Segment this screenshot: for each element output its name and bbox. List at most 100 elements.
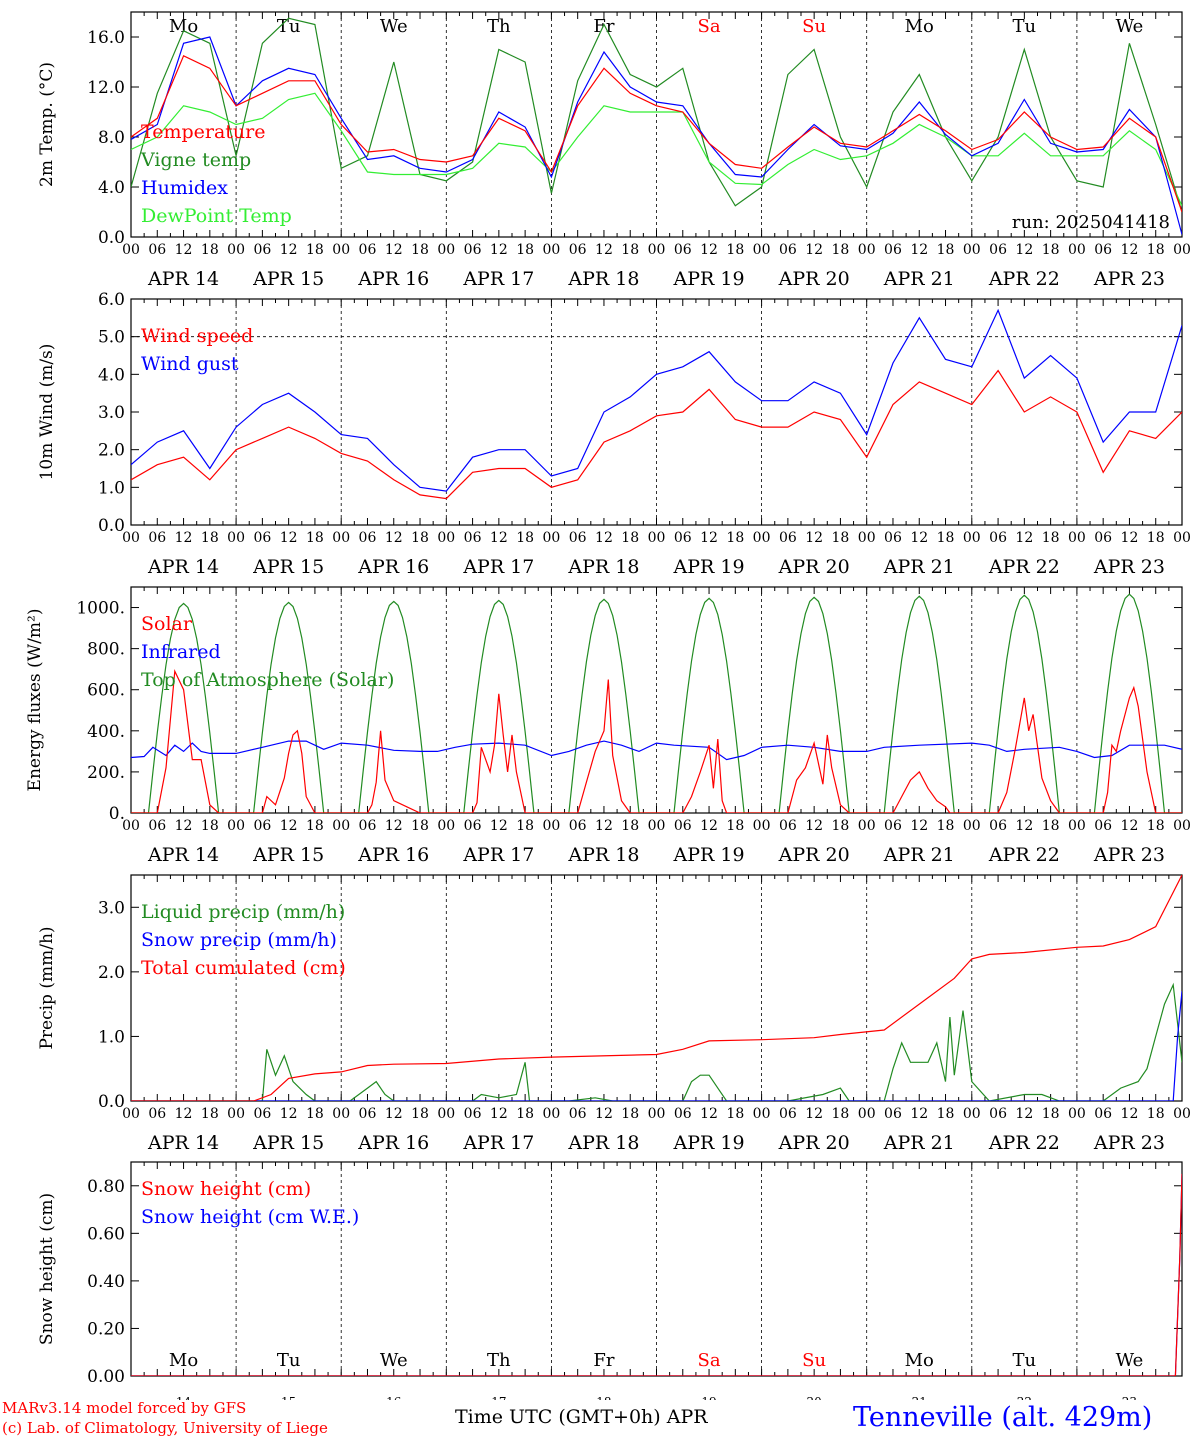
x-hour-label: 18 bbox=[726, 1106, 744, 1122]
x-day-number: 22 bbox=[1017, 1395, 1032, 1400]
x-date-label: APR 23 bbox=[1093, 1132, 1165, 1154]
y-tick-label: 1.0 bbox=[98, 478, 125, 498]
lab-credit: (c) Lab. of Climatology, University of L… bbox=[2, 1419, 328, 1437]
x-hour-label: 12 bbox=[490, 818, 508, 834]
x-hour-label: 18 bbox=[411, 818, 429, 834]
x-date-label: APR 17 bbox=[462, 268, 534, 290]
x-hour-label: 18 bbox=[201, 818, 219, 834]
x-hour-label: 06 bbox=[1094, 530, 1112, 546]
x-hour-label: 12 bbox=[1121, 242, 1139, 258]
x-hour-label: 12 bbox=[280, 818, 298, 834]
x-hour-label: 00 bbox=[1068, 1106, 1086, 1122]
x-hour-label: 18 bbox=[832, 818, 850, 834]
x-hour-label: 12 bbox=[280, 530, 298, 546]
x-hour-label: 18 bbox=[306, 818, 324, 834]
x-hour-label: 06 bbox=[1094, 818, 1112, 834]
x-hour-label: 00 bbox=[753, 242, 771, 258]
x-date-label: APR 21 bbox=[883, 556, 955, 578]
x-hour-label: 00 bbox=[122, 818, 140, 834]
y-tick-label: 3.0 bbox=[98, 898, 125, 918]
x-hour-label: 06 bbox=[569, 530, 587, 546]
x-hour-label: 06 bbox=[148, 242, 166, 258]
weekday-label: Su bbox=[802, 16, 826, 37]
x-hour-label: 12 bbox=[910, 1106, 928, 1122]
x-date-label: APR 15 bbox=[252, 556, 324, 578]
x-hour-label: 06 bbox=[569, 818, 587, 834]
x-date-label: APR 16 bbox=[357, 268, 429, 290]
x-hour-label: 12 bbox=[595, 818, 613, 834]
x-day-number: 16 bbox=[386, 1395, 401, 1400]
x-hour-label: 00 bbox=[122, 530, 140, 546]
x-hour-label: 00 bbox=[227, 1106, 245, 1122]
x-hour-label: 06 bbox=[674, 242, 692, 258]
x-hour-label: 18 bbox=[516, 242, 534, 258]
series-line-humidex bbox=[131, 36, 1182, 235]
x-hour-label: 00 bbox=[437, 530, 455, 546]
x-hour-label: 18 bbox=[1042, 818, 1060, 834]
x-hour-label: 06 bbox=[148, 818, 166, 834]
x-hour-label: 18 bbox=[937, 1106, 955, 1122]
x-hour-label: 06 bbox=[464, 530, 482, 546]
x-hour-label: 00 bbox=[122, 242, 140, 258]
x-date-label: APR 14 bbox=[147, 268, 219, 290]
x-hour-label: 00 bbox=[437, 1106, 455, 1122]
legend-entry: Vigne temp bbox=[140, 149, 251, 171]
x-hour-label: 12 bbox=[385, 1106, 403, 1122]
x-hour-label: 06 bbox=[569, 1106, 587, 1122]
x-hour-label: 06 bbox=[464, 818, 482, 834]
legend-entry: Snow precip (mm/h) bbox=[141, 929, 337, 951]
x-hour-label: 18 bbox=[201, 242, 219, 258]
x-hour-label: 18 bbox=[1147, 1106, 1165, 1122]
x-hour-label: 06 bbox=[359, 242, 377, 258]
x-hour-label: 00 bbox=[648, 530, 666, 546]
x-hour-label: 18 bbox=[621, 530, 639, 546]
x-hour-label: 18 bbox=[1042, 242, 1060, 258]
x-hour-label: 12 bbox=[175, 242, 193, 258]
x-hour-label: 18 bbox=[411, 1106, 429, 1122]
x-date-label: APR 20 bbox=[778, 556, 850, 578]
x-hour-label: 12 bbox=[1015, 530, 1033, 546]
x-date-label: APR 15 bbox=[252, 268, 324, 290]
x-hour-label: 00 bbox=[227, 530, 245, 546]
x-date-label: APR 14 bbox=[147, 844, 219, 866]
x-hour-label: 06 bbox=[779, 818, 797, 834]
x-hour-label: 12 bbox=[1121, 530, 1139, 546]
x-date-label: APR 22 bbox=[988, 556, 1060, 578]
y-tick-label: 0.20 bbox=[87, 1319, 125, 1339]
x-date-label: APR 18 bbox=[567, 1132, 639, 1154]
series-line-solar bbox=[131, 668, 1182, 813]
x-hour-label: 18 bbox=[726, 242, 744, 258]
x-day-number: 23 bbox=[1122, 1395, 1137, 1400]
x-hour-label: 18 bbox=[1042, 530, 1060, 546]
x-hour-label: 06 bbox=[884, 242, 902, 258]
x-hour-label: 00 bbox=[858, 242, 876, 258]
weekday-label: We bbox=[380, 16, 408, 37]
x-date-label: APR 23 bbox=[1093, 556, 1165, 578]
x-date-label: APR 21 bbox=[883, 268, 955, 290]
x-hour-label: 00 bbox=[332, 530, 350, 546]
series-line-wind-speed bbox=[131, 369, 1182, 500]
y-tick-label: 0.0 bbox=[98, 1092, 125, 1112]
x-hour-label: 12 bbox=[805, 1106, 823, 1122]
x-hour-label: 18 bbox=[1147, 818, 1165, 834]
x-hour-label: 00 bbox=[542, 1106, 560, 1122]
legend-entry: Humidex bbox=[141, 177, 228, 199]
x-hour-label: 18 bbox=[832, 242, 850, 258]
x-date-label: APR 23 bbox=[1093, 268, 1165, 290]
legend-entry: Wind gust bbox=[141, 353, 239, 375]
x-hour-label: 18 bbox=[306, 530, 324, 546]
x-hour-label: 06 bbox=[464, 242, 482, 258]
series-line-wind-gust bbox=[131, 308, 1182, 492]
x-hour-label: 18 bbox=[937, 530, 955, 546]
x-hour-label: 12 bbox=[490, 1106, 508, 1122]
legend-entry: Snow height (cm W.E.) bbox=[141, 1206, 359, 1228]
x-date-label: APR 15 bbox=[252, 844, 324, 866]
x-hour-label: 12 bbox=[595, 242, 613, 258]
x-hour-label: 00 bbox=[332, 818, 350, 834]
x-hour-label: 12 bbox=[280, 242, 298, 258]
x-hour-label: 00 bbox=[1173, 530, 1191, 546]
x-hour-label: 06 bbox=[989, 530, 1007, 546]
x-hour-label: 18 bbox=[937, 818, 955, 834]
legend-entry: Liquid precip (mm/h) bbox=[141, 901, 345, 923]
x-hour-label: 06 bbox=[253, 530, 271, 546]
